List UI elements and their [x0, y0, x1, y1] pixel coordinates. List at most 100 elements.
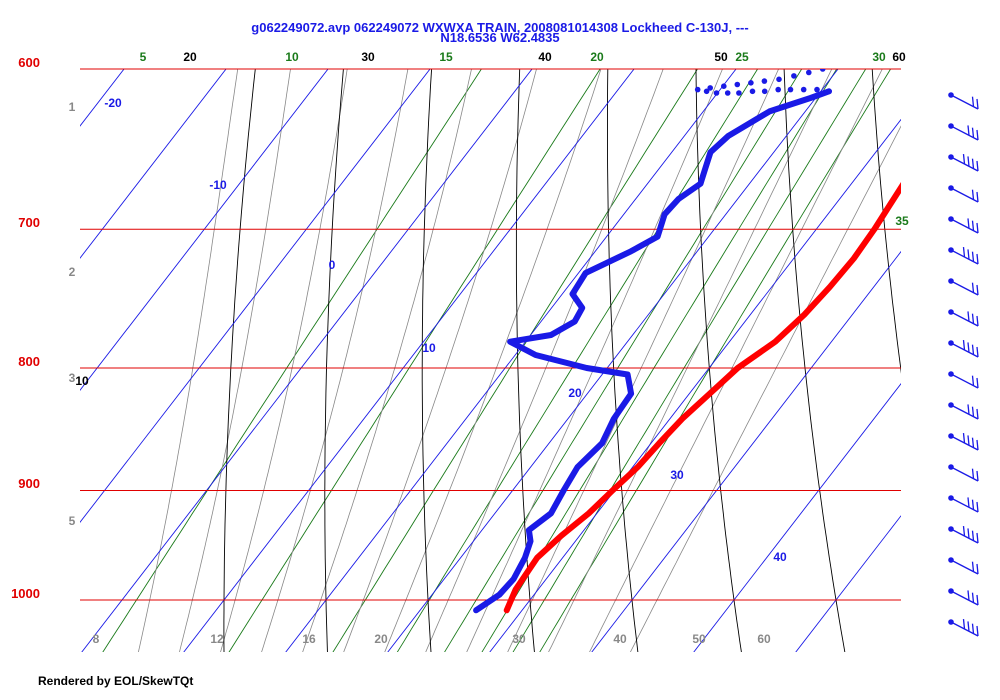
pressure-label-600: 600 — [18, 55, 40, 70]
bottom-label-8: 8 — [93, 632, 100, 646]
mixing-ratio-10 — [332, 69, 699, 652]
wind-barb-5 — [948, 247, 979, 265]
dewpoint-dot-2 — [800, 86, 807, 93]
dewpoint-dot-8 — [724, 90, 731, 96]
chart-subtitle: N18.6536 W62.4835 — [440, 30, 559, 45]
isotherm-label-0: 0 — [329, 258, 336, 272]
moist-adiabat-40 — [589, 69, 883, 652]
dry-adiabat-50 — [695, 69, 742, 652]
mixing-ratio-5 — [228, 69, 601, 652]
wind-barbs — [948, 92, 979, 637]
wind-barb-9 — [948, 371, 979, 389]
dewpoint-dot-18 — [791, 73, 797, 79]
mixing-ratio-35 — [539, 69, 892, 652]
moist-adiabat-12 — [302, 69, 472, 652]
dry-adiabat-10 — [324, 69, 344, 652]
isotherm-30 — [489, 118, 901, 652]
wind-barb-13 — [948, 495, 979, 513]
dry-adiabat-40 — [607, 69, 639, 652]
bottom-label-20: 20 — [374, 632, 388, 646]
dry-adiabat-label-30: 30 — [361, 50, 375, 64]
dewpoint-dot-16 — [761, 78, 768, 84]
chart-title: g062249072.avp 062249072 WXWXA TRAIN, 20… — [251, 20, 748, 35]
altitude-label-5: 5 — [69, 514, 76, 528]
isotherm--20 — [80, 69, 431, 524]
mixing-ratio-label-25: 25 — [735, 50, 749, 64]
wind-barb-17 — [948, 619, 979, 637]
dewpoint-dot-20 — [819, 69, 826, 72]
wind-barb-4 — [948, 216, 979, 234]
isotherm-50 — [693, 382, 901, 652]
dewpoint-dot-5 — [761, 88, 768, 95]
dewpoint-dot-3 — [787, 86, 794, 93]
moist-adiabat--4 — [137, 69, 239, 652]
isotherm-label-10: 10 — [422, 341, 436, 355]
bottom-label-50: 50 — [692, 632, 706, 646]
dry-adiabat-label-60: 60 — [892, 50, 906, 64]
mixing-ratio-label-5: 5 — [140, 50, 147, 64]
moist-adiabat-8 — [261, 69, 409, 652]
wind-barb-6 — [948, 278, 979, 296]
altitude-label-2: 2 — [69, 265, 76, 279]
wind-barb-10 — [948, 402, 979, 420]
dry-adiabat-20 — [421, 69, 433, 652]
dry-adiabat-lines — [223, 69, 901, 652]
dry-adiabat-label-20: 20 — [183, 50, 197, 64]
dewpoint-dot-6 — [749, 88, 756, 95]
pressure-label-800: 800 — [18, 354, 40, 369]
mixing-ratio-2 — [102, 69, 482, 652]
moist-adiabat-4 — [220, 69, 348, 652]
isobar-lines — [80, 68, 901, 601]
moist-adiabat-24 — [425, 69, 664, 652]
isotherm-0 — [183, 69, 635, 652]
wind-barb-0 — [948, 92, 979, 110]
mixing-ratio-lines — [102, 69, 892, 652]
mixing-ratio-20 — [444, 69, 803, 652]
pressure-label-700: 700 — [18, 215, 40, 230]
wind-barb-7 — [948, 309, 979, 327]
mixing-ratio-15 — [396, 69, 759, 652]
mixing-ratio-30 — [512, 69, 867, 652]
temperature-trace — [503, 182, 901, 614]
isotherm--50 — [80, 69, 125, 127]
isotherm-label-40: 40 — [773, 550, 787, 564]
dewpoint-dot-10 — [703, 88, 710, 95]
mixing-ratio-label-35: 35 — [895, 214, 909, 228]
moist-adiabat-20 — [384, 69, 602, 652]
dewpoint-dot-15 — [748, 80, 754, 86]
wind-barb-8 — [948, 340, 979, 358]
dewpoint-dot-9 — [713, 90, 720, 96]
dewpoint-dot-12 — [707, 85, 713, 91]
altitude-label-3: 3 — [69, 371, 76, 385]
sounding-traces — [473, 69, 901, 614]
bottom-label-40: 40 — [613, 632, 627, 646]
dewpoint-dot-13 — [721, 83, 727, 89]
bottom-label-60: 60 — [757, 632, 771, 646]
isotherm-10 — [285, 69, 737, 652]
pressure-label-1000: 1000 — [11, 586, 40, 601]
wind-barb-2 — [948, 154, 979, 172]
mixing-ratio-label-10: 10 — [285, 50, 299, 64]
bottom-label-30: 30 — [512, 632, 526, 646]
dewpoint-dot-11 — [694, 86, 701, 93]
mixing-ratio-label-30: 30 — [872, 50, 886, 64]
moist-adiabat-32 — [507, 69, 780, 652]
moist-adiabat-lines — [137, 69, 901, 652]
dry-adiabat-label-40: 40 — [538, 50, 552, 64]
dry-adiabat-label-10: 10 — [75, 374, 89, 388]
dry-adiabat-70 — [871, 69, 901, 374]
wind-barb-11 — [948, 433, 979, 451]
mixing-ratio-label-15: 15 — [439, 50, 453, 64]
isotherm-label-30: 30 — [670, 468, 684, 482]
dewpoint-dot-1 — [814, 86, 820, 93]
wind-barb-1 — [948, 123, 979, 141]
isotherm-lines — [80, 69, 901, 652]
dry-adiabat-0 — [223, 69, 256, 652]
isotherm-label-20: 20 — [568, 386, 582, 400]
moist-adiabat-16 — [343, 69, 537, 652]
dewpoint-dot-17 — [776, 76, 782, 83]
mixing-ratio-label-20: 20 — [590, 50, 604, 64]
wind-barb-16 — [948, 588, 979, 606]
moist-adiabat-44 — [629, 125, 901, 652]
wind-barb-3 — [948, 185, 979, 203]
